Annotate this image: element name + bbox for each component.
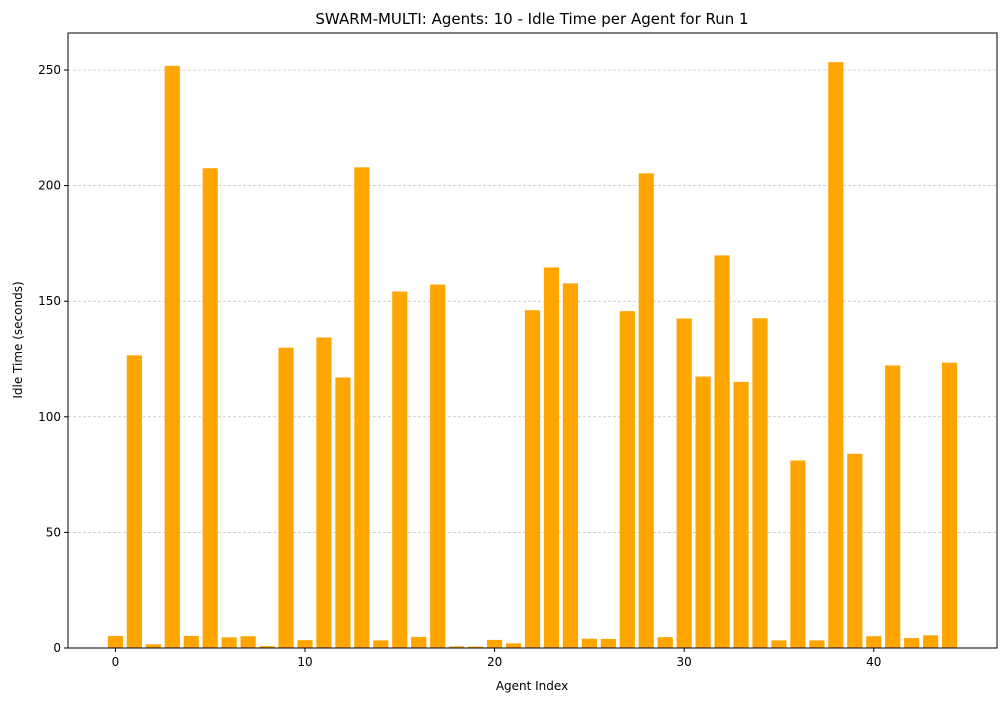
y-tick-label: 0 bbox=[53, 641, 61, 655]
bar-agent-12 bbox=[335, 377, 351, 648]
bar-agent-13 bbox=[354, 167, 370, 648]
bar-agent-40 bbox=[866, 636, 882, 648]
bar-agent-1 bbox=[126, 355, 142, 648]
bar-agent-18 bbox=[449, 646, 465, 648]
bar-agent-5 bbox=[202, 168, 218, 648]
bar-agent-3 bbox=[164, 65, 180, 649]
bar-agent-36 bbox=[790, 460, 806, 648]
bar-agent-28 bbox=[638, 173, 654, 649]
x-tick-label: 20 bbox=[487, 655, 502, 669]
bar-agent-8 bbox=[259, 646, 275, 648]
bar-agent-24 bbox=[562, 283, 579, 648]
bar-agent-10 bbox=[297, 640, 313, 648]
y-tick-label: 150 bbox=[38, 294, 61, 308]
plot-frame bbox=[67, 32, 998, 649]
bar-agent-23 bbox=[543, 267, 560, 648]
bar-agent-29 bbox=[657, 637, 673, 648]
chart-title: SWARM-MULTI: Agents: 10 - Idle Time per … bbox=[315, 10, 748, 28]
bar-agent-22 bbox=[524, 310, 541, 648]
bar-agent-21 bbox=[505, 643, 522, 648]
x-axis-label: Agent Index bbox=[496, 679, 568, 693]
bar-agent-44 bbox=[942, 362, 958, 648]
bar-agent-33 bbox=[733, 381, 749, 648]
bar-agent-19 bbox=[468, 646, 484, 648]
bar-agent-42 bbox=[904, 638, 920, 648]
bar-agent-2 bbox=[145, 644, 161, 648]
x-tick-label: 40 bbox=[866, 655, 881, 669]
y-tick-label: 200 bbox=[38, 179, 61, 193]
y-tick-label: 250 bbox=[38, 63, 61, 77]
bar-agent-9 bbox=[278, 347, 294, 648]
bar-agent-38 bbox=[828, 62, 844, 648]
bars bbox=[107, 62, 958, 649]
bar-agent-0 bbox=[107, 635, 123, 648]
bar-agent-11 bbox=[316, 337, 332, 648]
x-tick-label: 30 bbox=[677, 655, 692, 669]
bar-agent-41 bbox=[885, 365, 901, 648]
bar-agent-14 bbox=[373, 640, 389, 648]
bar-agent-6 bbox=[221, 637, 237, 648]
bar-agent-25 bbox=[581, 638, 597, 648]
bar-agent-4 bbox=[183, 635, 199, 648]
bar-agent-20 bbox=[486, 639, 503, 648]
bar-agent-43 bbox=[923, 635, 939, 648]
bar-agent-37 bbox=[809, 640, 825, 648]
bar-agent-31 bbox=[695, 376, 711, 648]
bar-agent-34 bbox=[752, 318, 768, 648]
bar-agent-15 bbox=[392, 291, 408, 648]
bar-agent-27 bbox=[619, 311, 635, 648]
bar-agent-39 bbox=[847, 453, 863, 648]
bar-agent-7 bbox=[240, 636, 256, 648]
bar-agent-30 bbox=[676, 318, 692, 648]
x-axis-ticks: 0 10 20 30 40 bbox=[112, 648, 881, 669]
bar-agent-17 bbox=[430, 284, 446, 648]
y-axis-ticks: 0 50 100 150 200 250 bbox=[38, 63, 68, 655]
bar-agent-26 bbox=[600, 638, 616, 648]
y-axis-label: Idle Time (seconds) bbox=[11, 281, 25, 398]
y-tick-label: 50 bbox=[46, 525, 61, 539]
x-tick-label: 10 bbox=[297, 655, 312, 669]
x-tick-label: 0 bbox=[112, 655, 120, 669]
bar-agent-35 bbox=[771, 640, 787, 648]
bar-agent-16 bbox=[411, 636, 427, 648]
y-tick-label: 100 bbox=[38, 410, 61, 424]
bar-agent-32 bbox=[714, 255, 730, 648]
